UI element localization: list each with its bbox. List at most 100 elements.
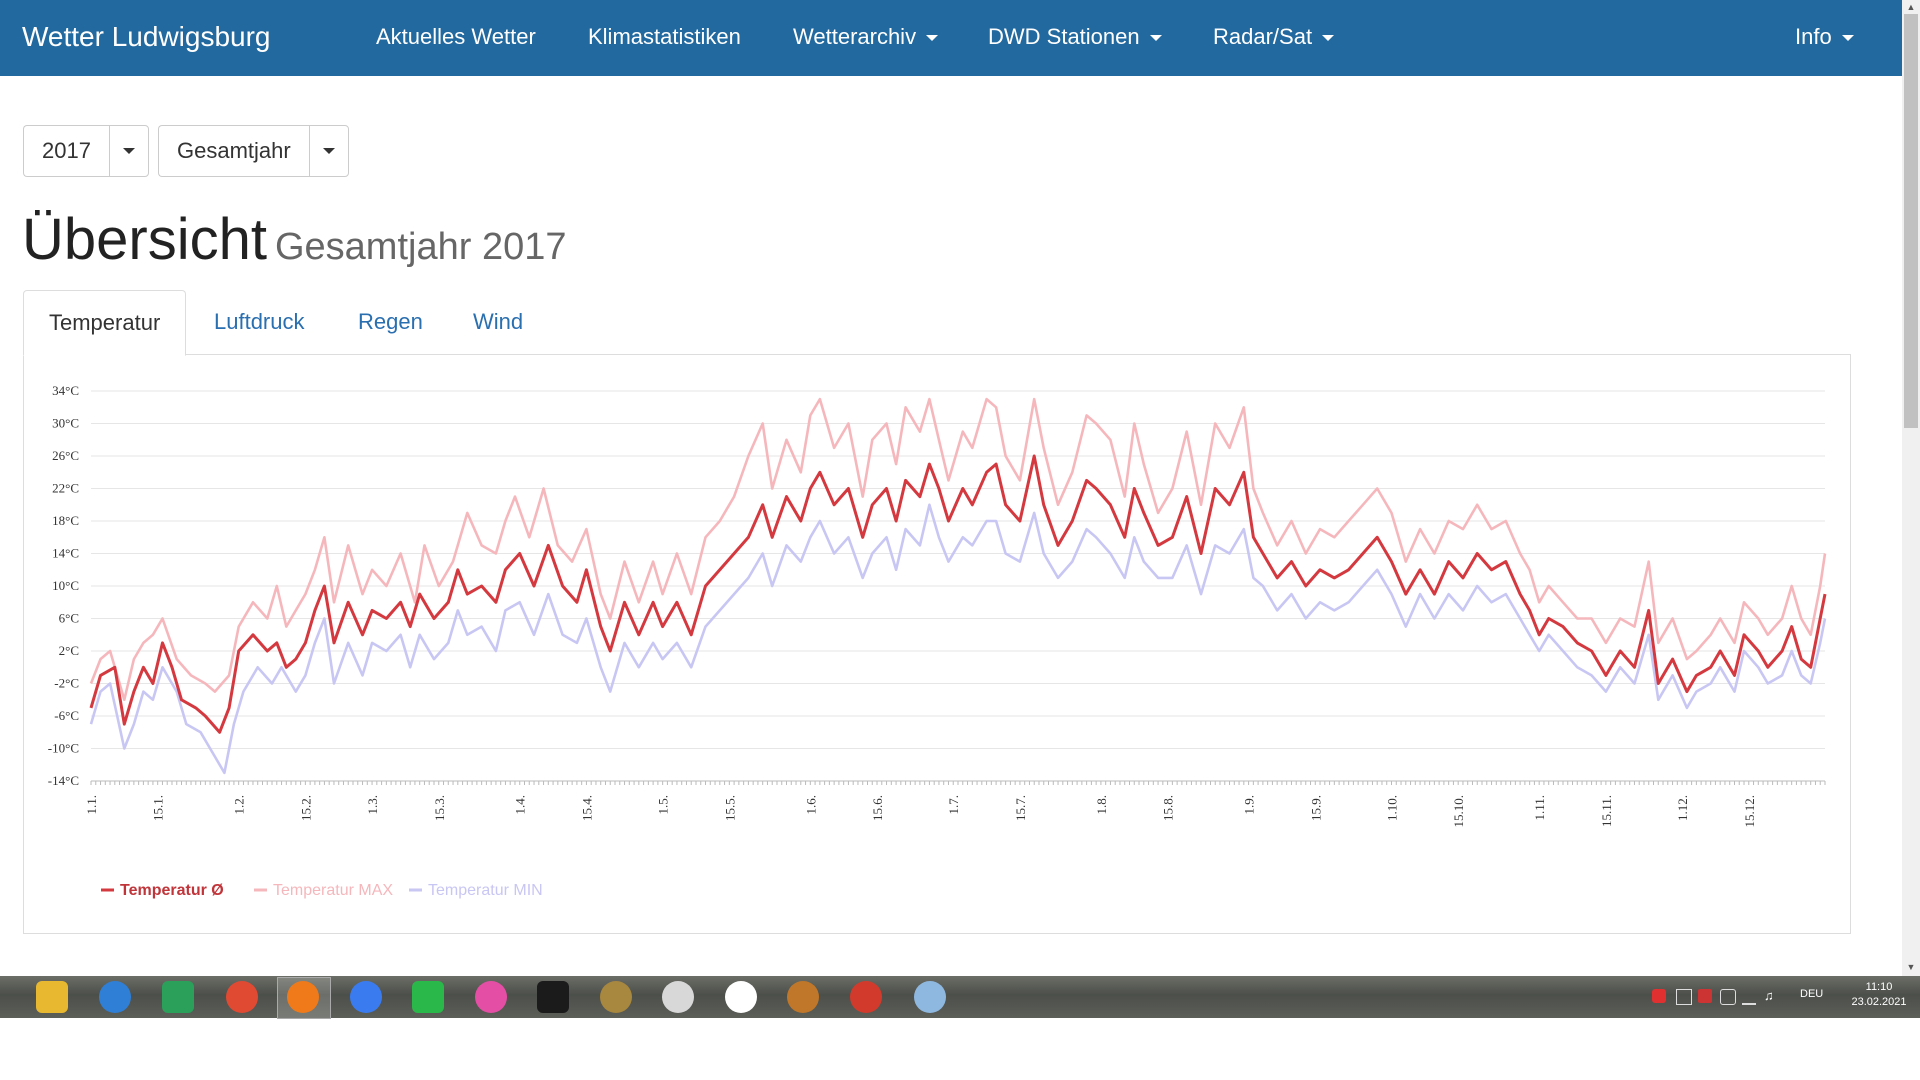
itunes-icon[interactable] bbox=[475, 981, 507, 1013]
series-line-min bbox=[89, 503, 1827, 775]
eclipse-icon[interactable] bbox=[537, 981, 569, 1013]
legend-label[interactable]: Temperatur MAX bbox=[273, 882, 393, 899]
brand-link[interactable]: Wetter Ludwigsburg bbox=[22, 21, 271, 52]
x-tick-label: 15.3. bbox=[432, 795, 447, 821]
x-tick-label: 15.6. bbox=[870, 795, 885, 821]
x-tick-label: 15.8. bbox=[1161, 795, 1176, 821]
caret-down-icon bbox=[122, 148, 135, 154]
y-tick-label: 2°C bbox=[59, 643, 79, 658]
series-line-avg bbox=[89, 454, 1827, 734]
nav-label: Info bbox=[1795, 24, 1832, 49]
x-tick-label: 15.11. bbox=[1599, 795, 1614, 827]
page-title-text: Übersicht bbox=[22, 207, 267, 272]
page-title: Übersicht Gesamtjahr 2017 bbox=[22, 205, 566, 282]
x-tick-label: 15.9. bbox=[1308, 795, 1323, 821]
caret-down-icon bbox=[322, 148, 335, 154]
y-tick-label: 22°C bbox=[52, 481, 79, 496]
internet-explorer-icon[interactable] bbox=[99, 981, 131, 1013]
year-select[interactable]: 2017 bbox=[23, 125, 149, 177]
firefox-icon[interactable] bbox=[287, 981, 319, 1013]
y-tick-label: 6°C bbox=[59, 611, 79, 626]
x-tick-label: 1.7. bbox=[946, 795, 961, 815]
y-tick-label: -10°C bbox=[48, 741, 79, 756]
battery-tray-icon[interactable] bbox=[1720, 989, 1736, 1005]
y-tick-label: -6°C bbox=[54, 708, 79, 723]
explorer-icon[interactable] bbox=[36, 981, 68, 1013]
taskbar-clock[interactable]: 11:10 23.02.2021 bbox=[1844, 980, 1914, 1010]
nav-label: Wetterarchiv bbox=[793, 24, 917, 49]
clock-date: 23.02.2021 bbox=[1851, 996, 1907, 1008]
legend-label[interactable]: Temperatur MIN bbox=[428, 882, 543, 899]
gimp-icon[interactable] bbox=[600, 981, 632, 1013]
y-tick-label: 14°C bbox=[52, 546, 79, 561]
y-tick-label: -2°C bbox=[54, 676, 79, 691]
tab-wind[interactable]: Wind bbox=[473, 309, 524, 334]
page-scrollbar[interactable]: ▲ ▼ bbox=[1902, 0, 1920, 976]
nav-label: Klimastatistiken bbox=[588, 24, 741, 49]
timer-icon[interactable] bbox=[662, 981, 694, 1013]
signal-icon[interactable] bbox=[350, 981, 382, 1013]
paint-palette-icon[interactable] bbox=[914, 981, 946, 1013]
y-tick-label: -14°C bbox=[48, 773, 79, 788]
flag-tray-icon[interactable] bbox=[1698, 989, 1712, 1003]
caret-down-icon bbox=[926, 35, 939, 42]
whatsapp-icon[interactable] bbox=[412, 981, 444, 1013]
network-tray-icon[interactable] bbox=[1742, 989, 1756, 1005]
nav-radar-sat-dropdown[interactable]: Radar/Sat bbox=[1213, 22, 1335, 52]
period-select-toggle[interactable] bbox=[308, 125, 349, 177]
tab-regen[interactable]: Regen bbox=[358, 309, 423, 334]
google-drive-icon[interactable] bbox=[162, 981, 194, 1013]
tab-luftdruck[interactable]: Luftdruck bbox=[214, 309, 305, 334]
y-tick-label: 26°C bbox=[52, 448, 79, 463]
tab-temperatur[interactable]: Temperatur bbox=[23, 290, 187, 356]
x-tick-label: 1.9. bbox=[1242, 795, 1257, 815]
monitor-tray-icon[interactable] bbox=[1676, 989, 1692, 1005]
x-tick-label: 15.7. bbox=[1013, 795, 1028, 821]
keyboard-language[interactable]: DEU bbox=[1800, 988, 1824, 1000]
y-tick-label: 10°C bbox=[52, 578, 79, 593]
x-tick-label: 1.6. bbox=[803, 795, 818, 815]
nav-label: Aktuelles Wetter bbox=[376, 24, 536, 49]
scroll-thumb[interactable] bbox=[1904, 14, 1918, 428]
x-tick-label: 15.4. bbox=[579, 795, 594, 821]
nav-aktuelles-wetter[interactable]: Aktuelles Wetter bbox=[376, 22, 536, 52]
speaker-tray-icon[interactable]: ♫ bbox=[1764, 988, 1774, 1003]
x-tick-label: 1.4. bbox=[513, 795, 528, 815]
security-tray-icon[interactable] bbox=[1652, 989, 1666, 1003]
nav-label: DWD Stationen bbox=[988, 24, 1140, 49]
period-select[interactable]: Gesamtjahr bbox=[158, 125, 349, 177]
x-tick-label: 1.11. bbox=[1532, 795, 1547, 821]
series-line-max bbox=[89, 397, 1827, 702]
year-select-value[interactable]: 2017 bbox=[23, 125, 109, 177]
caret-down-icon bbox=[1841, 35, 1854, 42]
x-tick-label: 1.12. bbox=[1675, 795, 1690, 821]
x-tick-label: 1.8. bbox=[1094, 795, 1109, 815]
paint-icon[interactable] bbox=[850, 981, 882, 1013]
nav-wetterarchiv-dropdown[interactable]: Wetterarchiv bbox=[793, 22, 939, 52]
bird-app-icon[interactable] bbox=[725, 981, 757, 1013]
x-tick-label: 15.12. bbox=[1742, 795, 1757, 828]
x-tick-label: 15.10. bbox=[1451, 795, 1466, 828]
y-tick-label: 18°C bbox=[52, 513, 79, 528]
chrome-icon[interactable] bbox=[226, 981, 258, 1013]
legend-label[interactable]: Temperatur Ø bbox=[120, 882, 224, 899]
caret-down-icon bbox=[1322, 35, 1335, 42]
scroll-down-arrow-icon[interactable]: ▼ bbox=[1906, 962, 1916, 972]
period-select-value[interactable]: Gesamtjahr bbox=[158, 125, 309, 177]
page-subtitle: Gesamtjahr 2017 bbox=[274, 226, 567, 268]
x-tick-label: 1.2. bbox=[232, 795, 247, 815]
x-tick-label: 1.5. bbox=[656, 795, 671, 815]
caret-down-icon bbox=[1149, 35, 1162, 42]
clock-time: 11:10 bbox=[1865, 981, 1893, 993]
windows-taskbar: ♫ DEU 11:10 23.02.2021 bbox=[0, 976, 1920, 1019]
top-navbar: Wetter Ludwigsburg Aktuelles Wetter Klim… bbox=[0, 0, 1902, 76]
scroll-up-arrow-icon[interactable]: ▲ bbox=[1906, 2, 1916, 12]
nav-klimastatistiken[interactable]: Klimastatistiken bbox=[588, 22, 741, 52]
globe-app-icon[interactable] bbox=[787, 981, 819, 1013]
temperature-chart: 34°C 30°C 26°C 22°C 18°C 14°C 10°C 6°C 2°C -2°C -6… bbox=[48, 383, 1827, 899]
nav-info-dropdown[interactable]: Info bbox=[1795, 22, 1854, 52]
x-tick-label: 1.3. bbox=[365, 795, 380, 815]
year-select-toggle[interactable] bbox=[108, 125, 149, 177]
x-tick-label: 15.1. bbox=[151, 795, 166, 821]
nav-dwd-stationen-dropdown[interactable]: DWD Stationen bbox=[988, 22, 1162, 52]
